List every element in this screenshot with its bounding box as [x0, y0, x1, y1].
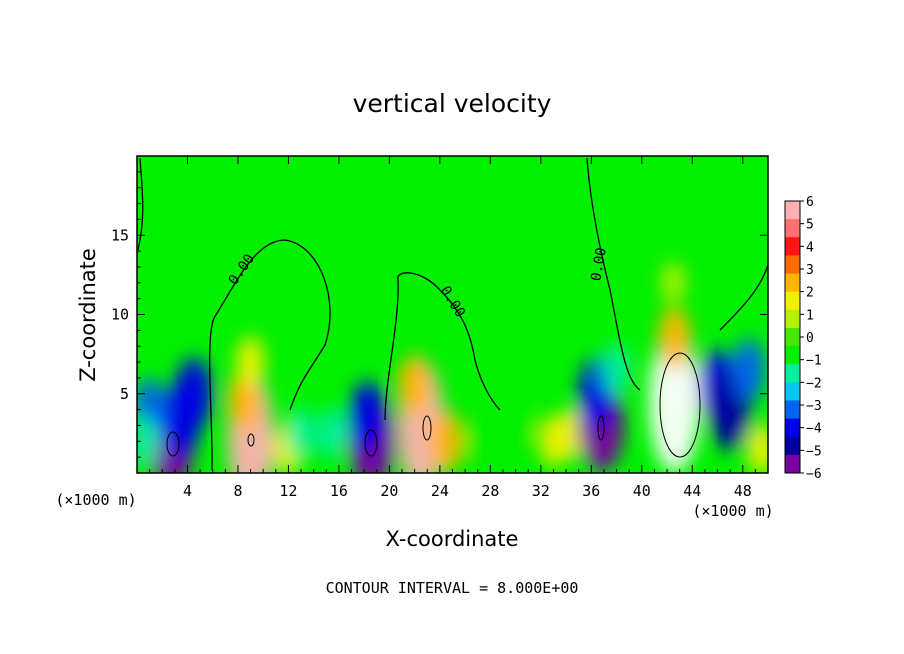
zero-contour-left [137, 157, 144, 251]
field-feature-2 [174, 357, 213, 430]
x-tick-label: 36 [582, 482, 600, 500]
zero-contour-right-edge [586, 157, 641, 391]
field-feature-23 [649, 330, 701, 473]
zero-contours [137, 157, 768, 471]
colorbar-label: 5 [806, 218, 814, 233]
colorbar-swatch [785, 364, 800, 383]
field-feature-4 [137, 415, 159, 468]
plot-area: 0.00 0.00 0.00 [137, 156, 768, 473]
y-tick-label: 10 [111, 306, 129, 324]
colorbar-swatch [785, 291, 800, 311]
colorbar-swatch [785, 327, 800, 347]
extreme-contours [166, 352, 701, 458]
colorbar-swatch [785, 237, 800, 256]
field-feature-10 [318, 407, 348, 460]
colorbar-swatch [785, 454, 800, 474]
x-tick-label: 32 [532, 482, 550, 500]
colorbar-swatch [785, 382, 800, 401]
y-tick-label: 5 [120, 385, 129, 403]
colorbar-label: −3 [806, 399, 822, 414]
field-feature-17 [509, 404, 535, 447]
x-tick-label: 16 [330, 482, 348, 500]
colorbar-swatch [785, 219, 800, 238]
x-tick-label: 44 [683, 482, 701, 500]
x-unit-label-left: (×1000 m) [55, 491, 136, 509]
x-tick-label: 8 [233, 482, 242, 500]
colorbar-swatch [785, 418, 800, 438]
field-feature-29 [747, 423, 768, 473]
x-tick-label: 40 [633, 482, 651, 500]
field-feature-16 [465, 420, 490, 463]
x-axis-ticks: 4 8 12 16 20 24 28 32 36 40 44 48 [149, 156, 756, 500]
colorbar-label: 1 [806, 308, 814, 323]
x-tick-label: 4 [183, 482, 192, 500]
contour-label-3: 0.00 [588, 246, 610, 282]
field-feature-24 [658, 307, 692, 370]
colorbar-label: 2 [806, 286, 814, 301]
x-tick-label: 12 [279, 482, 297, 500]
contour-core-42 [659, 352, 701, 458]
velocity-field [137, 261, 768, 473]
colorbar-label: 0 [806, 331, 814, 346]
contour-core-left [166, 431, 180, 457]
field-feature-14 [398, 354, 432, 417]
colorbar-label: 3 [806, 263, 814, 278]
field-feature-22 [602, 343, 631, 396]
colorbar-label: −4 [806, 422, 822, 437]
y-tick-label: 15 [111, 226, 129, 244]
y-axis-ticks: 5 10 15 [111, 171, 768, 458]
x-axis-label: X-coordinate [386, 527, 519, 551]
contour-core-22 [422, 415, 432, 441]
x-tick-label: 48 [734, 482, 752, 500]
chart-title: vertical velocity [353, 89, 552, 118]
contour-core-updraft-8 [247, 433, 255, 447]
colorbar: 6 5 4 3 2 1 0 −1 −2 −3 −4 −5 −6 [784, 195, 822, 482]
colorbar-swatch [785, 255, 800, 275]
colorbar-swatch [785, 201, 800, 220]
colorbar-label: −1 [806, 354, 822, 369]
zero-contour-right-lower [719, 264, 768, 331]
field-feature-28 [732, 338, 766, 401]
colorbar-swatch [785, 273, 800, 293]
field-feature-25 [661, 261, 686, 304]
field-feature-15 [429, 410, 463, 473]
colorbar-swatch [785, 436, 800, 456]
colorbar-label: −6 [806, 467, 822, 482]
colorbar-label: −2 [806, 376, 822, 391]
field-feature-12 [349, 381, 387, 454]
x-tick-label: 24 [431, 482, 449, 500]
zero-contour-middle [384, 272, 501, 421]
field-feature-9 [286, 407, 316, 460]
colorbar-swatch [785, 309, 800, 329]
x-unit-label-right: (×1000 m) [692, 502, 773, 520]
colorbar-label: 6 [806, 195, 814, 210]
contour-interval-note: CONTOUR INTERVAL = 8.000E+00 [326, 579, 579, 597]
contour-core-18 [364, 429, 378, 457]
colorbar-swatch [785, 400, 800, 420]
x-tick-label: 20 [380, 482, 398, 500]
colorbar-label: −5 [806, 444, 822, 459]
x-tick-label: 28 [481, 482, 499, 500]
zero-contour-arch [209, 239, 331, 471]
contour-core-36 [597, 415, 605, 441]
field-feature-7 [236, 336, 265, 389]
y-axis-label: Z-coordinate [76, 248, 100, 382]
colorbar-swatch [785, 346, 800, 365]
colorbar-label: 4 [806, 240, 814, 255]
